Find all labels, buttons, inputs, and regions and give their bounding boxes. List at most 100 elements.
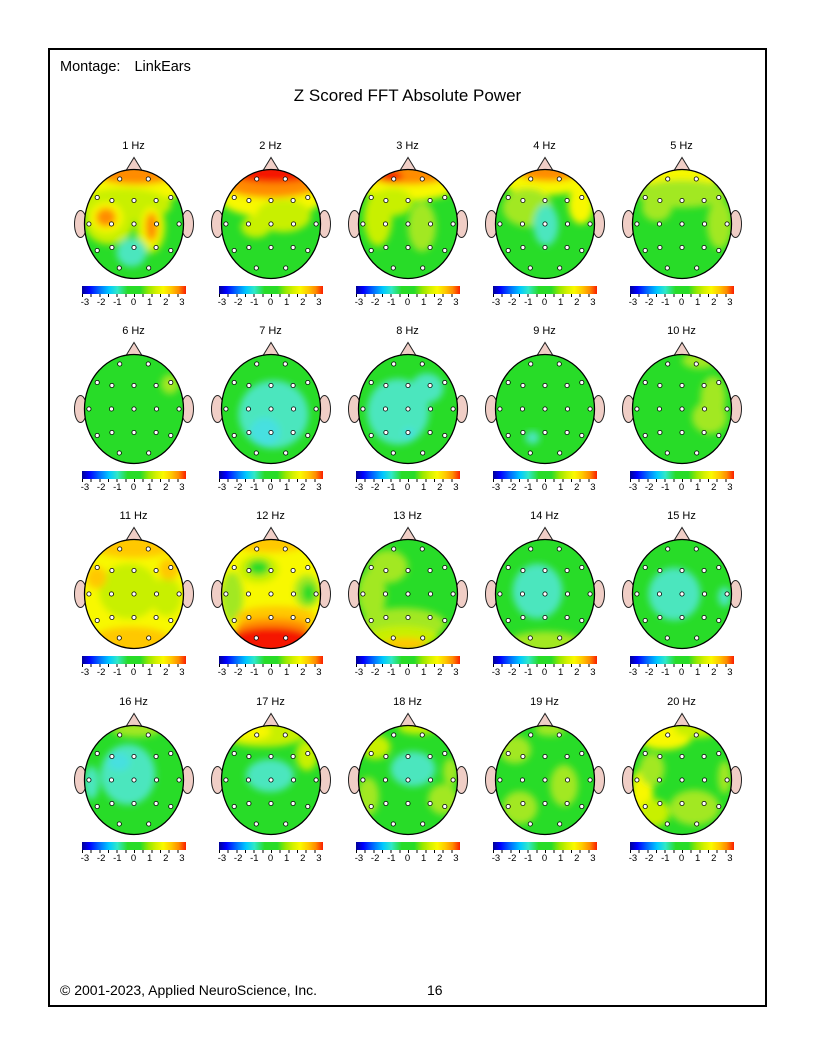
electrode-Fp1 <box>253 361 259 367</box>
electrode-T4 <box>313 221 319 227</box>
electrode-T6 <box>304 804 310 810</box>
colorbar: -3 -2 -1 0 1 2 3 <box>492 286 597 308</box>
topomap-cell-18hz: 18 Hz -3 -2 -1 0 1 2 3 <box>339 696 476 872</box>
electrode-C4 <box>564 591 570 597</box>
electrode-Fp1 <box>390 176 396 182</box>
electrode-Fp1 <box>253 732 259 738</box>
electrode-F8 <box>715 380 721 386</box>
colorbar-tick-label: 0 <box>404 667 411 678</box>
colorbar-tick-label: 0 <box>541 297 548 308</box>
electrode-C4 <box>427 777 433 783</box>
electrode-F3 <box>519 754 525 760</box>
electrode-Cz <box>405 221 411 227</box>
colorbar-tick-labels: -3 -2 -1 0 1 2 3 <box>78 854 190 864</box>
electrode-O2 <box>282 635 288 641</box>
electrode-O2 <box>145 635 151 641</box>
freq-label: 7 Hz <box>259 325 282 337</box>
electrode-Cz <box>679 406 685 412</box>
colorbar-tick-label: -1 <box>250 853 259 864</box>
colorbar-tick-label: 2 <box>437 297 443 308</box>
electrode-O1 <box>390 821 396 827</box>
colorbar-tick-label: 1 <box>694 853 701 864</box>
electrode-O1 <box>253 450 259 456</box>
colorbar-tick-label: 0 <box>267 853 274 864</box>
electrode-F8 <box>441 195 447 201</box>
electrode-T3 <box>633 406 639 412</box>
colorbar-tick-label: -1 <box>387 482 396 493</box>
electrode-P4 <box>427 245 433 251</box>
electrode-C3 <box>656 777 662 783</box>
head-outline <box>357 724 458 836</box>
topomap-cell-4hz: 4 Hz -3 -2 -1 0 1 2 3 <box>476 140 613 316</box>
colorbar-tick-label: 2 <box>437 853 443 864</box>
electrode-Pz <box>542 615 548 621</box>
electrode-Fp1 <box>664 546 670 552</box>
electrode-Fz <box>268 198 274 204</box>
electrode-T5 <box>231 248 237 254</box>
colorbar-gradient <box>81 842 186 850</box>
electrode-C3 <box>108 221 114 227</box>
colorbar: -3 -2 -1 0 1 2 3 <box>629 471 734 493</box>
electrode-C4 <box>153 777 159 783</box>
electrode-Fz <box>405 198 411 204</box>
electrode-Fz <box>542 754 548 760</box>
colorbar-gradient <box>355 656 460 664</box>
colorbar-tick-labels: -3 -2 -1 0 1 2 3 <box>78 483 190 493</box>
electrode-O1 <box>116 265 122 271</box>
colorbar-gradient <box>355 471 460 479</box>
colorbar-gradient <box>629 471 734 479</box>
electrode-T4 <box>313 777 319 783</box>
topomap-cell-16hz: 16 Hz -3 -2 -1 0 1 2 3 <box>65 696 202 872</box>
electrode-T4 <box>450 591 456 597</box>
colorbar-tick-labels: -3 -2 -1 0 1 2 3 <box>215 854 327 864</box>
electrode-O1 <box>253 821 259 827</box>
colorbar-ticks <box>492 664 597 667</box>
colorbar-tick-label: 0 <box>678 667 685 678</box>
colorbar-tick-label: -3 <box>80 482 90 493</box>
colorbar-ticks <box>355 294 460 297</box>
colorbar-tick-labels: -3 -2 -1 0 1 2 3 <box>215 483 327 493</box>
colorbar-gradient <box>492 656 597 664</box>
colorbar-tick-labels: -3 -2 -1 0 1 2 3 <box>215 298 327 308</box>
electrode-Fz <box>268 568 274 574</box>
electrode-P3 <box>245 615 251 621</box>
colorbar-tick-label: -1 <box>113 482 122 493</box>
head-outline <box>83 353 184 465</box>
electrode-P4 <box>701 430 707 436</box>
electrode-C4 <box>564 221 570 227</box>
colorbar: -3 -2 -1 0 1 2 3 <box>629 656 734 678</box>
electrode-C4 <box>564 406 570 412</box>
electrode-Cz <box>405 777 411 783</box>
electrode-F8 <box>441 565 447 571</box>
colorbar-ticks <box>81 664 186 667</box>
colorbar-tick-label: 2 <box>300 482 306 493</box>
freq-label: 17 Hz <box>256 696 285 708</box>
freq-label: 18 Hz <box>393 696 422 708</box>
freq-label: 2 Hz <box>259 140 282 152</box>
electrode-C3 <box>382 406 388 412</box>
electrode-P4 <box>153 245 159 251</box>
electrode-Fp2 <box>145 732 151 738</box>
colorbar-tick-label: -1 <box>113 667 122 678</box>
electrode-F4 <box>701 568 707 574</box>
electrode-Fz <box>679 198 685 204</box>
colorbar-tick-label: 2 <box>574 667 580 678</box>
head-outline <box>357 538 458 650</box>
colorbar-tick-label: -2 <box>96 667 106 678</box>
electrode-T4 <box>587 221 593 227</box>
topomap-cell-12hz: 12 Hz -3 -2 -1 0 1 2 3 <box>202 510 339 686</box>
electrode-F7 <box>94 380 100 386</box>
colorbar-tick-label: -3 <box>491 482 501 493</box>
colorbar-tick-label: 1 <box>557 482 564 493</box>
electrode-Fz <box>679 754 685 760</box>
electrode-Pz <box>405 615 411 621</box>
electrode-Pz <box>405 245 411 251</box>
electrode-T6 <box>304 248 310 254</box>
electrode-Fp2 <box>556 361 562 367</box>
colorbar-tick-labels: -3 -2 -1 0 1 2 3 <box>352 483 464 493</box>
electrode-F8 <box>578 380 584 386</box>
electrode-P3 <box>108 245 114 251</box>
electrode-C4 <box>427 591 433 597</box>
colorbar-tick-label: 0 <box>404 297 411 308</box>
